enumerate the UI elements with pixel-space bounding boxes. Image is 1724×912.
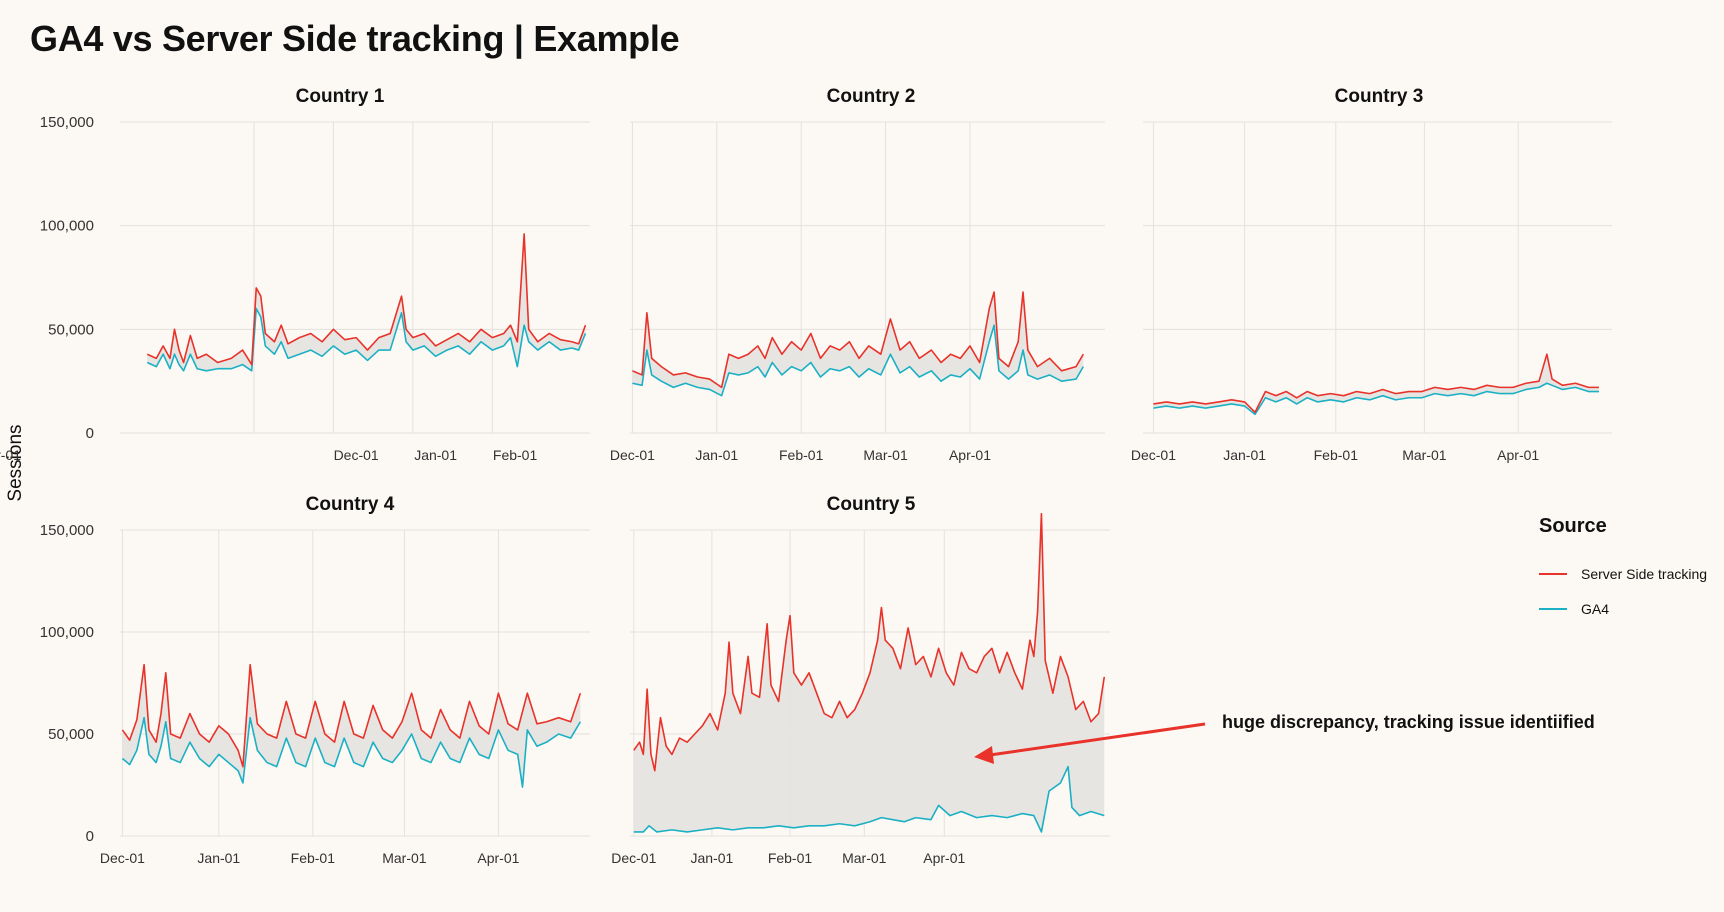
x-tick-label: Jan-01 (695, 447, 738, 463)
legend-title: Source (1539, 515, 1607, 537)
series-line-server-side (1153, 353, 1599, 414)
series-line-server-side (633, 512, 1106, 772)
x-tick-label: Jan-01 (197, 850, 240, 866)
x-tick-label: Feb-01 (779, 447, 824, 463)
x-tick-label: Dec-01 (610, 447, 655, 463)
y-tick-label: 100,000 (40, 624, 94, 641)
x-tick-label: Apr-01 (923, 850, 965, 866)
panel-4: Country 4 150,000 100,000 50,000 0 Dec-01 Jan-… (40, 494, 590, 866)
panel-title: Country 3 (1335, 86, 1424, 107)
x-tick-label: Feb-01 (1314, 447, 1359, 463)
legend-item-server-side: Server Side tracking (1539, 556, 1707, 591)
y-tick-label: 0 (86, 828, 94, 845)
x-tick-label: Feb-01 (768, 850, 813, 866)
x-tick-label: Mar-01 (863, 447, 908, 463)
x-tick-label: Dec-01 (1131, 447, 1176, 463)
panel-2: Country 2 Dec-01 Jan-01 Feb-01 Mar-01 Apr-01 (610, 86, 1105, 463)
panel-title: Country 2 (827, 86, 916, 107)
discrepancy-ribbon (147, 233, 586, 371)
legend-swatch-server-side (1539, 572, 1567, 575)
x-tick-label: Jan-01 (1223, 447, 1266, 463)
x-tick-label: Feb-01 (493, 447, 538, 463)
series-line-server-side (146, 233, 587, 366)
y-tick-label: 100,000 (40, 218, 94, 235)
y-tick-label: 150,000 (40, 522, 94, 539)
panel-title: Country 4 (306, 494, 395, 515)
x-tick-label: Mar-01 (842, 850, 887, 866)
panel-title: Country 1 (296, 86, 385, 107)
legend-swatch-ga4 (1539, 607, 1567, 610)
x-tick-label: Jan-01 (414, 447, 457, 463)
x-tick-label: Apr-01 (949, 447, 991, 463)
x-tick-label: Feb-01 (291, 850, 336, 866)
x-tick-label: Jan-01 (690, 850, 733, 866)
x-tick-label: Mar-01 (1402, 447, 1447, 463)
legend-label-ga4: GA4 (1581, 600, 1610, 617)
legend-label-server-side: Server Side tracking (1581, 565, 1708, 582)
x-tick-label: Apr-01 (1497, 447, 1539, 463)
x-tick-label: Dec-01 (611, 850, 656, 866)
series-line-ga4 (632, 324, 1084, 397)
y-tick-label: 0 (86, 425, 94, 442)
series-line-server-side (121, 663, 582, 768)
series-line-ga4 (1153, 382, 1599, 416)
panel-title: Country 5 (827, 494, 916, 515)
discrepancy-ribbon (632, 292, 1084, 396)
annotation-arrow-line (989, 722, 1206, 757)
y-tick-label: 150,000 (40, 114, 94, 131)
x-tick-label: Dec-01 (334, 447, 379, 463)
x-tick-label: Dec-01 (100, 850, 145, 866)
x-tick-label: Mar-01 (382, 850, 427, 866)
x-tick-label: Apr-01 (0, 447, 21, 463)
discrepancy-ribbon (633, 513, 1105, 832)
x-tick-label: Apr-01 (477, 850, 519, 866)
panel-5: Country 5 Dec-01 Jan-01 Feb-01 Mar-01 Apr-01 (611, 494, 1110, 866)
chart-main-title: GA4 vs Server Side tracking | Example (30, 18, 680, 59)
y-tick-label: 50,000 (48, 321, 94, 338)
panel-3: Country 3 Dec-01 Jan-01 Feb-01 Mar-01 Apr-01 (1131, 86, 1612, 463)
panel-1: Country 1 150,000 100,000 50,000 0 Dec-01 Jan-… (0, 86, 590, 463)
series-line-ga4 (121, 716, 582, 788)
series-line-ga4 (633, 765, 1105, 833)
legend: Source Server Side tracking GA4 (1539, 515, 1707, 626)
discrepancy-ribbon (122, 664, 581, 788)
series-line-ga4 (146, 307, 587, 372)
legend-item-ga4: GA4 (1539, 591, 1707, 626)
annotation-text: huge discrepancy, tracking issue identii… (1222, 712, 1595, 732)
series-line-server-side (632, 291, 1084, 389)
annotation-arrow-head (974, 746, 994, 764)
y-tick-label: 50,000 (48, 726, 94, 743)
